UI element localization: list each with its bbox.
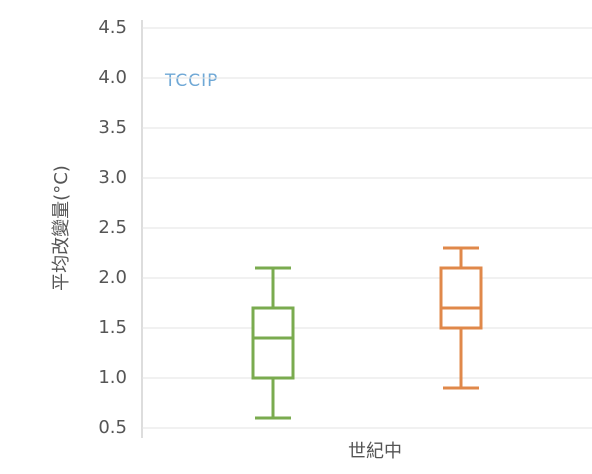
y-tick-label: 0.5 [98, 417, 127, 438]
x-tick-label: 世紀中 [348, 441, 402, 462]
box [251, 306, 295, 380]
y-tick-label: 4.0 [98, 67, 127, 88]
y-tick-label: 2.5 [98, 217, 127, 238]
y-tick-label: 4.5 [98, 17, 127, 38]
watermark: TCCIP [164, 71, 218, 91]
y-tick-label: 1.0 [98, 367, 127, 388]
y-tick-label: 2.0 [98, 267, 127, 288]
y-tick-label: 1.5 [98, 317, 127, 338]
y-tick-label: 3.0 [98, 167, 127, 188]
y-axis-label: 平均改變量(°C) [51, 165, 72, 291]
box [439, 266, 483, 330]
y-tick-label: 3.5 [98, 117, 127, 138]
